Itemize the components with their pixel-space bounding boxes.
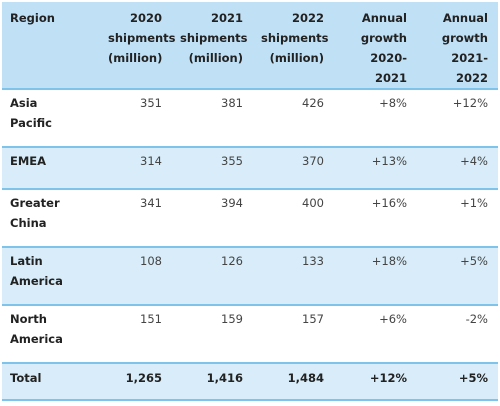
total-growth-2020-2021-cell: +12% [369, 371, 407, 385]
shipments-2020-cell: 108 [140, 254, 162, 268]
shipments-2021-cell: 394 [221, 196, 243, 210]
header-line: Annual [361, 11, 407, 25]
table-row: Latin America 108 126 133 +18% +5% [2, 247, 498, 305]
shipments-2020-cell: 151 [140, 312, 162, 326]
growth-2021-2022-cell: +12% [452, 96, 488, 110]
growth-2021-2022-cell: +4% [460, 154, 488, 168]
header-line: 2020-2021 [370, 51, 407, 85]
total-2021-cell: 1,416 [206, 371, 243, 385]
header-line: Annual [442, 11, 488, 25]
region-cell: Greater China [2, 189, 100, 247]
region-line: Latin [10, 254, 43, 268]
region-cell: North America [2, 305, 100, 363]
shipments-2022-cell: 133 [302, 254, 324, 268]
header-growth-2020-2021: Annual growth 2020-2021 [334, 2, 417, 90]
header-line: 2021-2022 [451, 51, 488, 85]
table-row: EMEA 314 355 370 +13% +4% [2, 147, 498, 189]
region-line: Greater [10, 196, 60, 210]
header-region-line: Region [10, 11, 55, 25]
header-line: (million) [269, 51, 324, 65]
shipments-2022-cell: 400 [302, 196, 324, 210]
growth-2020-2021-cell: +6% [379, 312, 407, 326]
shipments-table: Region 2020 shipments (million) 2021 shi… [2, 2, 498, 401]
header-region: Region [2, 2, 100, 90]
region-line: America [10, 332, 63, 346]
shipments-2021-cell: 126 [221, 254, 243, 268]
region-cell: Asia Pacific [2, 89, 100, 147]
table-row: Asia Pacific 351 381 426 +8% +12% [2, 89, 498, 147]
region-cell: EMEA [2, 147, 100, 189]
table-body: Asia Pacific 351 381 426 +8% +12% EMEA 3… [2, 89, 498, 400]
growth-2020-2021-cell: +16% [371, 196, 407, 210]
shipments-2020-cell: 351 [140, 96, 162, 110]
total-label-cell: Total [10, 371, 42, 385]
region-line: North [10, 312, 47, 326]
shipments-2022-cell: 370 [302, 154, 324, 168]
header-line: 2022 [291, 11, 324, 25]
shipments-2020-cell: 314 [140, 154, 162, 168]
header-line: (million) [108, 51, 163, 65]
growth-2020-2021-cell: +8% [379, 96, 407, 110]
shipments-2022-cell: 426 [302, 96, 324, 110]
total-2022-cell: 1,484 [287, 371, 324, 385]
shipments-2020-cell: 341 [140, 196, 162, 210]
header-2021-shipments: 2021 shipments (million) [172, 2, 253, 90]
total-growth-2021-2022-cell: +5% [458, 371, 488, 385]
growth-2020-2021-cell: +18% [371, 254, 407, 268]
header-growth-2021-2022: Annual growth 2021-2022 [417, 2, 498, 90]
table-row: Greater China 341 394 400 +16% +1% [2, 189, 498, 247]
growth-2021-2022-cell: +5% [460, 254, 488, 268]
header-line: 2020 [129, 11, 162, 25]
header-line: growth [441, 31, 488, 45]
total-2020-cell: 1,265 [125, 371, 162, 385]
table-row: North America 151 159 157 +6% -2% [2, 305, 498, 363]
header-line: shipments [108, 31, 176, 45]
shipments-2021-cell: 159 [221, 312, 243, 326]
shipments-2021-cell: 381 [221, 96, 243, 110]
header-line: growth [360, 31, 407, 45]
shipments-2022-cell: 157 [302, 312, 324, 326]
region-line: Asia [10, 96, 38, 110]
table-header: Region 2020 shipments (million) 2021 shi… [2, 2, 498, 90]
region-line: America [10, 274, 63, 288]
header-row: Region 2020 shipments (million) 2021 shi… [2, 2, 498, 90]
shipments-2021-cell: 355 [221, 154, 243, 168]
growth-2021-2022-cell: +1% [460, 196, 488, 210]
header-line: 2021 [210, 11, 243, 25]
region-line: Pacific [10, 116, 52, 130]
region-line: China [10, 216, 47, 230]
region-line: EMEA [10, 154, 47, 168]
header-2020-shipments: 2020 shipments (million) [100, 2, 176, 90]
header-2022-shipments: 2022 shipments (million) [253, 2, 334, 90]
header-line: shipments [261, 31, 329, 45]
total-row: Total 1,265 1,416 1,484 +12% +5% [2, 363, 498, 400]
header-line: shipments [180, 31, 248, 45]
header-line: (million) [188, 51, 243, 65]
growth-2020-2021-cell: +13% [371, 154, 407, 168]
growth-2021-2022-cell: -2% [465, 312, 488, 326]
region-cell: Latin America [2, 247, 100, 305]
